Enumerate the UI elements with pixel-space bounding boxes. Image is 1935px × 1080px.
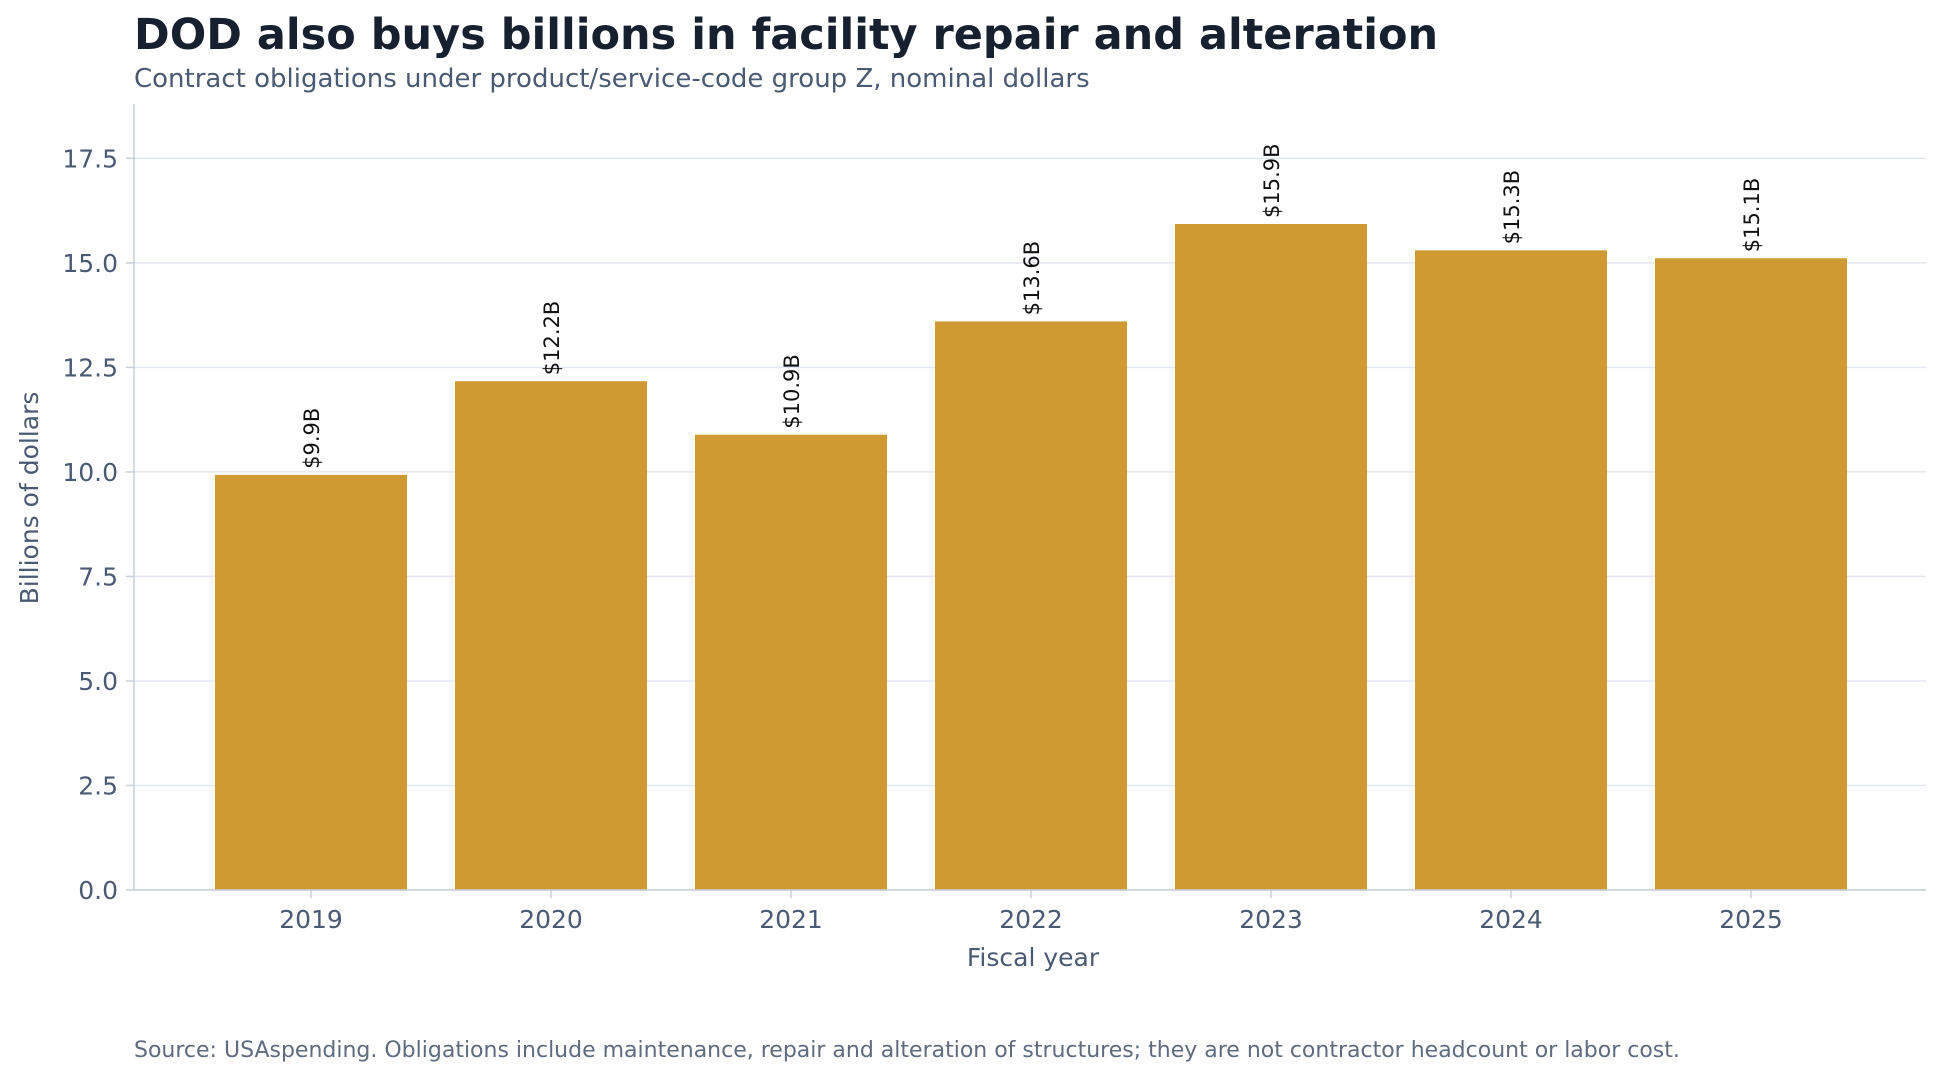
data-label-2021: $10.9B [780, 354, 804, 429]
bar-2020 [455, 381, 647, 890]
data-label-2025: $15.1B [1740, 178, 1764, 253]
bar-2024 [1415, 250, 1607, 891]
bar-2021 [695, 434, 887, 890]
x-tick-label: 2021 [759, 905, 823, 934]
bar-2025 [1655, 258, 1847, 890]
chart-title: DOD also buys billions in facility repai… [134, 10, 1439, 60]
data-label-2023: $15.9B [1260, 143, 1284, 218]
y-tick-label: 5.0 [78, 667, 118, 696]
x-axis-title: Fiscal year [967, 943, 1100, 972]
data-label-2020: $12.2B [540, 301, 564, 376]
y-tick-label: 2.5 [78, 771, 118, 800]
y-tick-label: 0.0 [78, 876, 118, 905]
x-tick-label: 2025 [1719, 905, 1783, 934]
x-tick-label: 2023 [1239, 905, 1303, 934]
y-tick-label: 15.0 [62, 249, 118, 278]
x-tick-label: 2020 [519, 905, 583, 934]
y-tick-label: 10.0 [62, 458, 118, 487]
y-tick-label: 7.5 [78, 562, 118, 591]
y-tick-label: 17.5 [62, 144, 118, 173]
chart-subtitle: Contract obligations under product/servi… [134, 64, 1090, 94]
x-tick-label: 2022 [999, 905, 1063, 934]
bars [215, 223, 1847, 891]
y-axis-title: Billions of dollars [15, 392, 44, 605]
source-note: Source: USAspending. Obligations include… [134, 1038, 1680, 1063]
data-label-2022: $13.6B [1020, 241, 1044, 316]
bar-2022 [935, 321, 1127, 890]
data-label-2019: $9.9B [300, 408, 324, 469]
x-tick-label: 2024 [1479, 905, 1543, 934]
data-labels: $9.9B $12.2B $10.9B $13.6B $15.9B $15.3B $15.1… [300, 143, 1764, 468]
y-tick-label: 12.5 [62, 353, 118, 382]
data-label-2024: $15.3B [1500, 170, 1524, 245]
bar-2019 [215, 474, 407, 890]
bar-2023 [1175, 223, 1367, 891]
axes: 0.0 2.5 5.0 7.5 10.0 12.5 15.0 17.5 2019 2020 2021… [62, 104, 1926, 934]
x-tick-label: 2019 [279, 905, 343, 934]
